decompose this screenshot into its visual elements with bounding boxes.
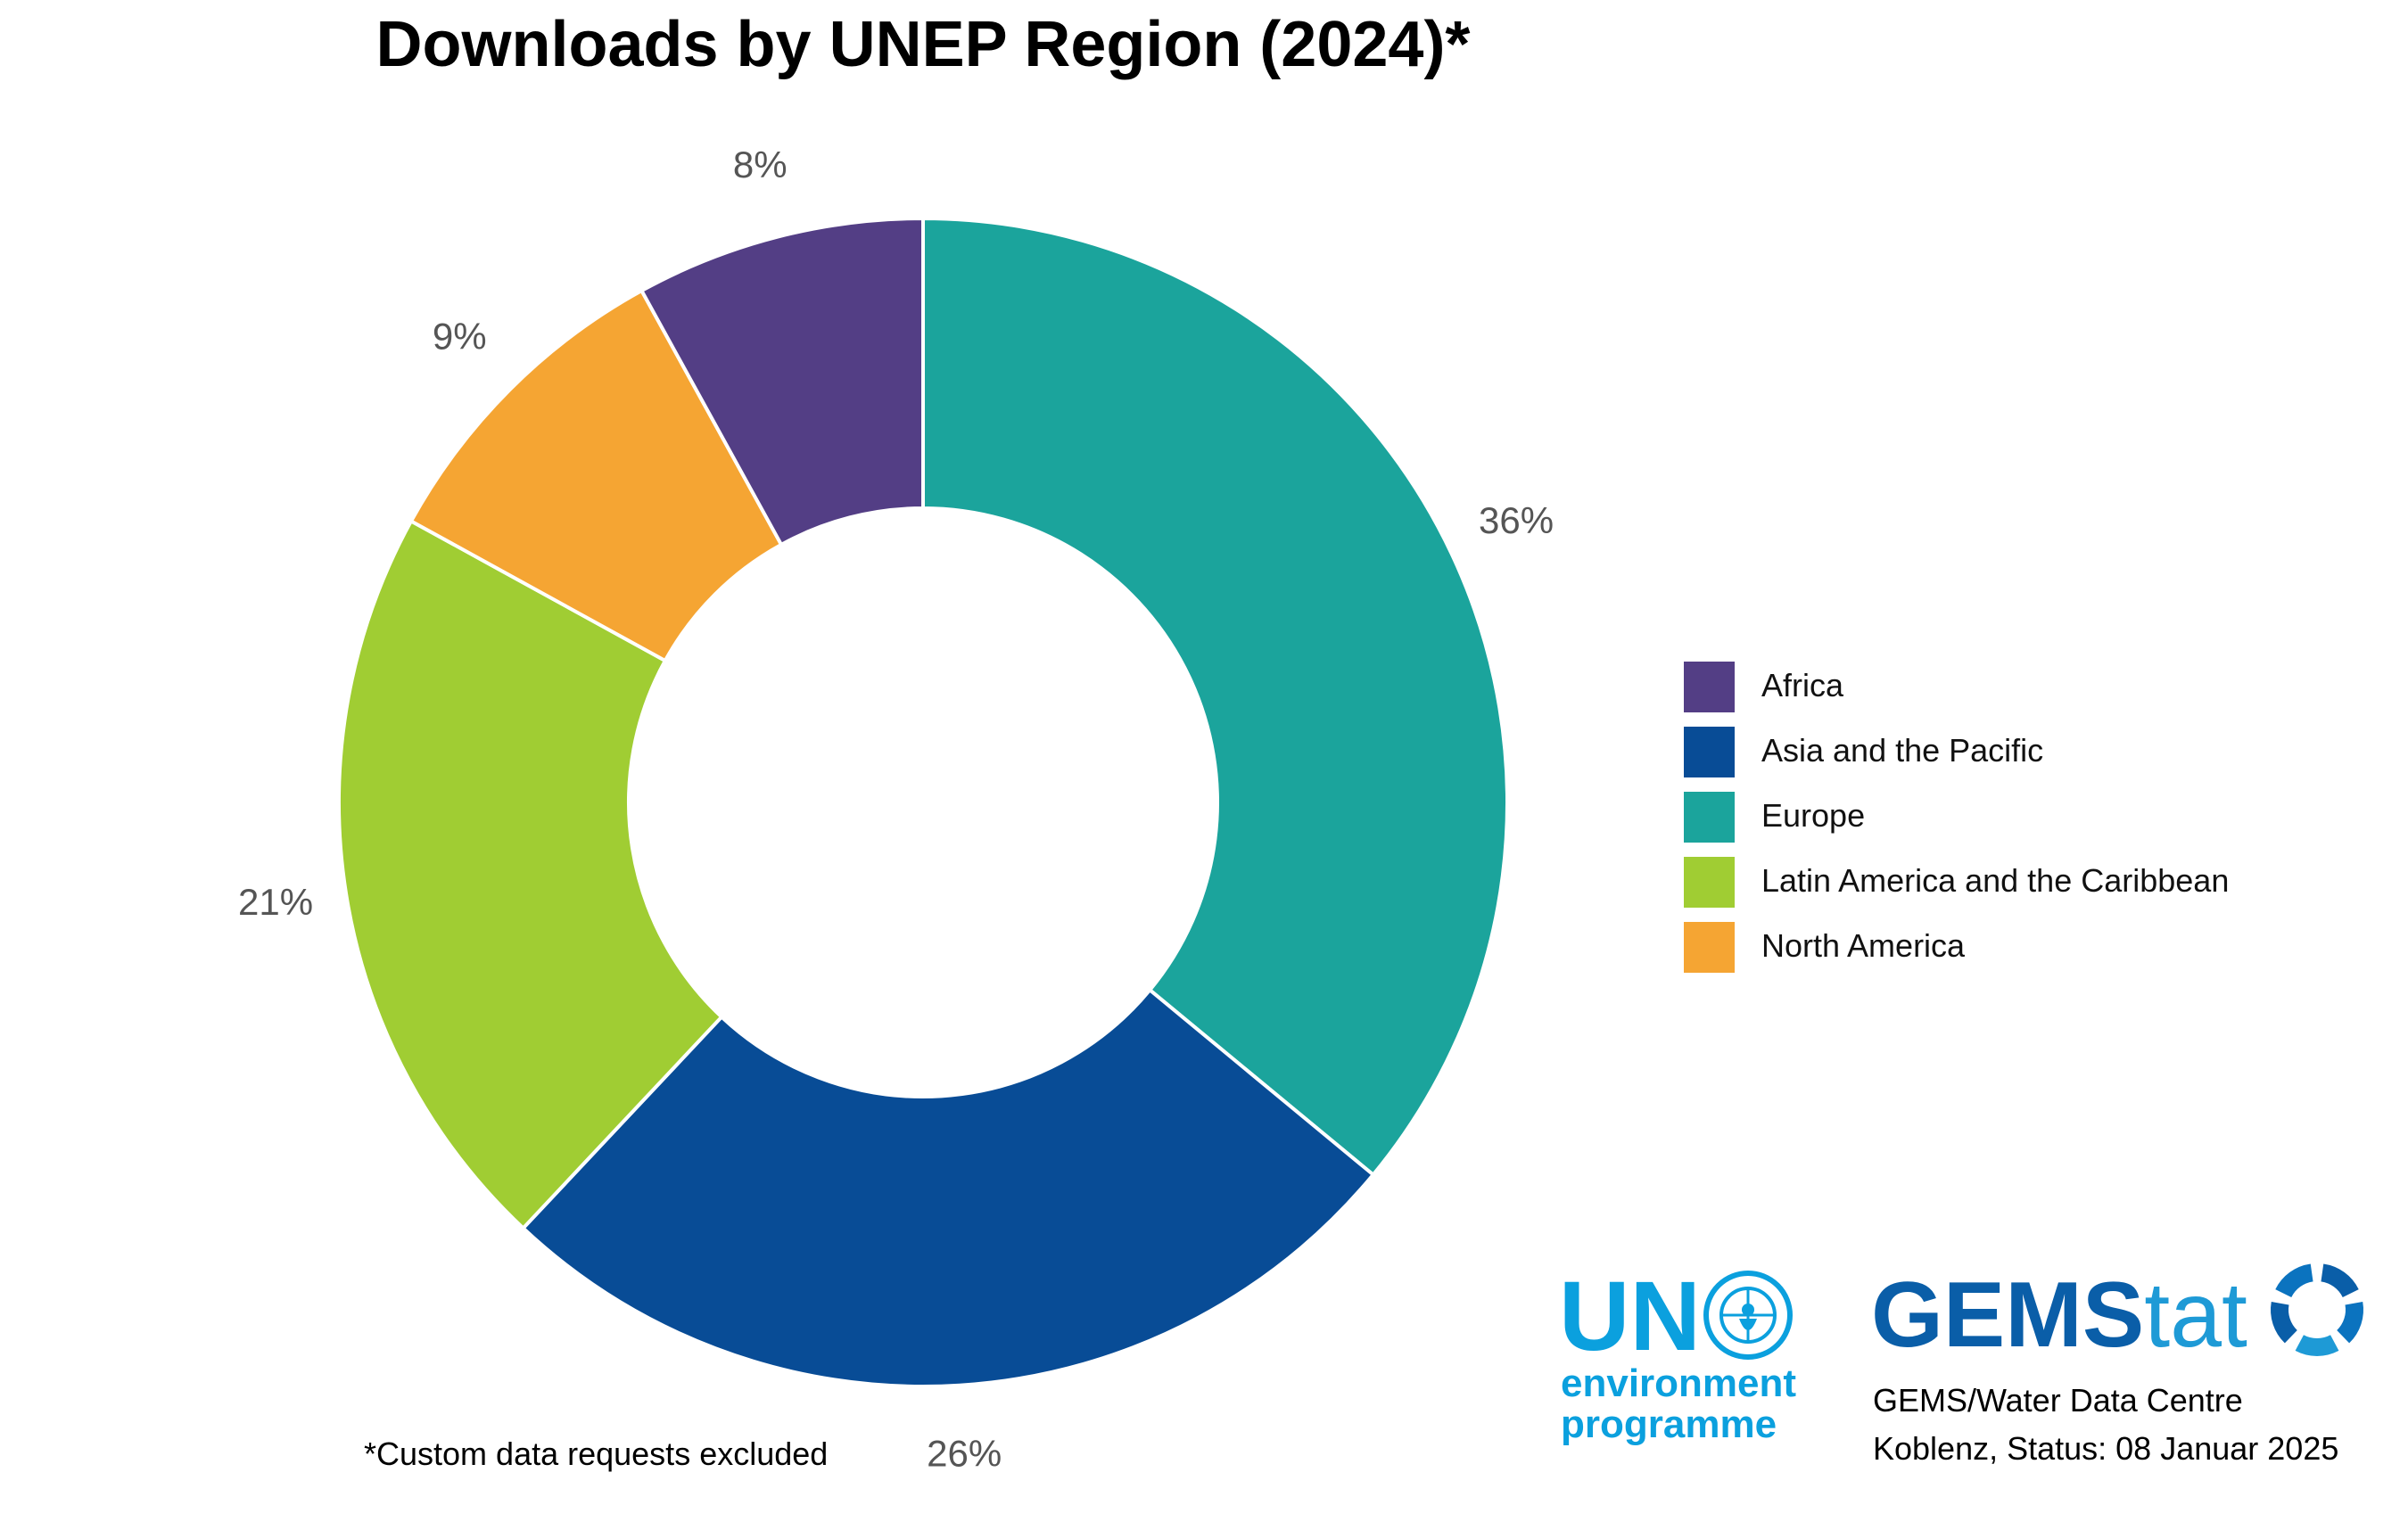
footnote: *Custom data requests excluded [364,1435,828,1472]
gemstat-ring-icon [2271,1263,2363,1356]
gemstat-logo-text: GEMStat [1871,1263,2247,1367]
legend-label-europe: Europe [1761,797,1865,834]
legend-label-africa: Africa [1761,667,1844,703]
gemstat-ring-segment [2275,1263,2314,1298]
legend-swatch-asia-and-the-pacific [1684,727,1735,777]
slice-label-africa: 8% [733,144,788,185]
gemstat-ring-segment [2295,1335,2339,1356]
chart-title: Downloads by UNEP Region (2024)* [376,9,1471,80]
un-emblem-icon [1703,1271,1793,1360]
slice-label-asia-and-the-pacific: 26% [927,1433,1002,1475]
un-environment-logo: UN environment programme [1559,1262,1796,1446]
slice-europe [921,216,1509,1178]
credits-line-2: Koblenz, Status: 08 Januar 2025 [1873,1430,2338,1467]
donut-slices [337,216,1509,1388]
slice-label-latin-america-and-the-caribbean: 21% [238,881,313,923]
legend-label-north-america: North America [1761,927,1966,964]
gemstat-logo: GEMStat GEMS/Water Data Centre Koblenz, … [1871,1263,2363,1467]
gemstat-ring-segment [2320,1263,2359,1298]
slice-africa [639,216,925,547]
slice-north-america [408,288,784,663]
legend-swatch-north-america [1684,922,1735,973]
slice-label-north-america: 9% [433,315,487,357]
legend-swatch-latin-america-and-the-caribbean [1684,857,1735,908]
un-logo-programme: programme [1561,1402,1777,1446]
legend: Africa Asia and the Pacific Europe Latin Am… [1684,662,2229,973]
legend-label-latin-america-and-the-caribbean: Latin America and the Caribbean [1761,862,2229,899]
un-logo-text: UN [1559,1262,1701,1371]
legend-label-asia-and-the-pacific: Asia and the Pacific [1761,732,2043,769]
slice-labels: 36% 26% 21% 9% 8% [238,144,1554,1474]
gemstat-ring-segment [2271,1301,2298,1344]
legend-swatch-europe [1684,792,1735,843]
slice-asia-and-the-pacific [520,987,1376,1388]
slice-label-europe: 36% [1479,499,1554,541]
credits-line-1: GEMS/Water Data Centre [1873,1382,2243,1419]
slice-latin-america-and-the-caribbean [337,518,724,1231]
gemstat-ring-segment [2336,1301,2363,1344]
un-logo-environment: environment [1561,1361,1796,1405]
gemstat-logo-bold: GEMS [1871,1263,2144,1367]
legend-swatch-africa [1684,662,1735,712]
gemstat-logo-light: tat [2144,1263,2247,1367]
